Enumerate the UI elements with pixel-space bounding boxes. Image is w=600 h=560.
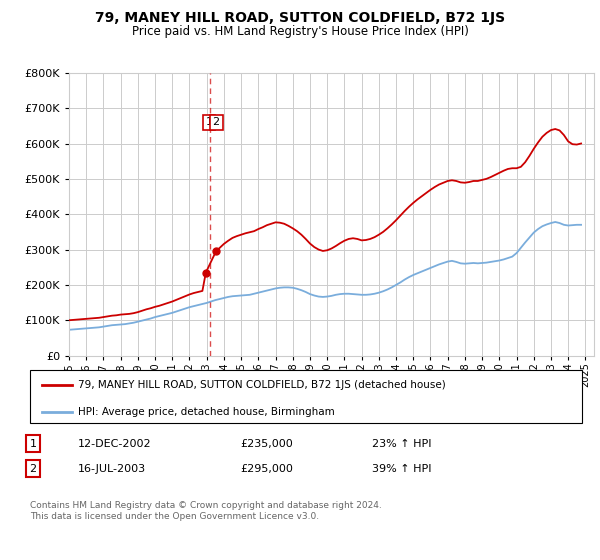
Text: 1: 1 [205,117,212,127]
Text: 1: 1 [29,438,37,449]
Text: Price paid vs. HM Land Registry's House Price Index (HPI): Price paid vs. HM Land Registry's House … [131,25,469,38]
Text: 2: 2 [212,117,220,127]
Text: 23% ↑ HPI: 23% ↑ HPI [372,438,431,449]
Text: 39% ↑ HPI: 39% ↑ HPI [372,464,431,474]
Text: 2: 2 [29,464,37,474]
Text: £235,000: £235,000 [240,438,293,449]
Text: £295,000: £295,000 [240,464,293,474]
Text: Contains HM Land Registry data © Crown copyright and database right 2024.
This d: Contains HM Land Registry data © Crown c… [30,501,382,521]
Text: 12-DEC-2002: 12-DEC-2002 [78,438,152,449]
Text: 16-JUL-2003: 16-JUL-2003 [78,464,146,474]
Text: 79, MANEY HILL ROAD, SUTTON COLDFIELD, B72 1JS: 79, MANEY HILL ROAD, SUTTON COLDFIELD, B… [95,11,505,25]
Text: 79, MANEY HILL ROAD, SUTTON COLDFIELD, B72 1JS (detached house): 79, MANEY HILL ROAD, SUTTON COLDFIELD, B… [78,380,446,390]
Text: HPI: Average price, detached house, Birmingham: HPI: Average price, detached house, Birm… [78,407,335,417]
